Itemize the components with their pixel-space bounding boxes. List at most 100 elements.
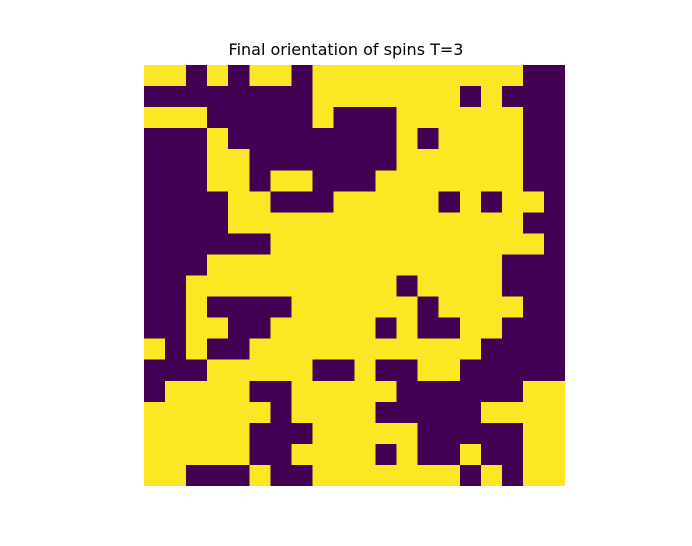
heatmap-cell-r9-c13 bbox=[417, 254, 440, 276]
heatmap-cell-r2-c3 bbox=[207, 107, 229, 129]
heatmap-cell-r12-c8 bbox=[312, 317, 334, 340]
heatmap-cell-r1-c7 bbox=[291, 86, 313, 108]
heatmap-cell-r3-c12 bbox=[396, 128, 419, 150]
heatmap-cell-r19-c7 bbox=[291, 464, 313, 486]
heatmap-cell-r13-c9 bbox=[333, 338, 355, 361]
heatmap-cell-r19-c9 bbox=[333, 464, 355, 486]
heatmap-cell-r5-c9 bbox=[333, 170, 355, 192]
heatmap-cell-r2-c18 bbox=[522, 107, 545, 129]
heatmap-cell-r9-c10 bbox=[354, 254, 377, 276]
heatmap-cell-r12-c9 bbox=[333, 317, 355, 340]
heatmap-cell-r5-c1 bbox=[165, 170, 187, 192]
heatmap-cell-r5-c11 bbox=[375, 170, 398, 192]
heatmap-cell-r8-c11 bbox=[375, 233, 398, 255]
heatmap-cell-r17-c16 bbox=[480, 422, 503, 445]
heatmap-cell-r7-c19 bbox=[543, 212, 565, 234]
heatmap-cell-r11-c15 bbox=[459, 296, 482, 319]
heatmap-cell-r16-c11 bbox=[375, 401, 398, 424]
heatmap-cell-r17-c5 bbox=[249, 422, 271, 445]
heatmap-cell-r4-c13 bbox=[417, 149, 440, 171]
heatmap-cell-r1-c10 bbox=[354, 86, 377, 108]
heatmap-cell-r4-c18 bbox=[522, 149, 545, 171]
heatmap-cell-r19-c16 bbox=[480, 464, 503, 486]
heatmap-cell-r10-c15 bbox=[459, 275, 482, 298]
heatmap-cell-r1-c12 bbox=[396, 86, 419, 108]
heatmap-cell-r11-c7 bbox=[291, 296, 313, 319]
heatmap-cell-r11-c4 bbox=[228, 296, 250, 319]
heatmap-cell-r0-c11 bbox=[375, 65, 398, 87]
heatmap-cell-r12-c7 bbox=[291, 317, 313, 340]
heatmap-cell-r3-c8 bbox=[312, 128, 334, 150]
heatmap-cell-r18-c5 bbox=[249, 443, 271, 466]
heatmap-cell-r19-c13 bbox=[417, 464, 440, 486]
heatmap-cell-r0-c1 bbox=[165, 65, 187, 87]
heatmap-cell-r14-c3 bbox=[207, 359, 229, 382]
heatmap-cell-r11-c6 bbox=[270, 296, 292, 319]
heatmap-cell-r2-c10 bbox=[354, 107, 377, 129]
heatmap-cell-r6-c6 bbox=[270, 191, 292, 213]
heatmap-cell-r16-c7 bbox=[291, 401, 313, 424]
heatmap-cell-r10-c16 bbox=[480, 275, 503, 298]
heatmap-cell-r10-c19 bbox=[543, 275, 565, 298]
heatmap-cell-r10-c6 bbox=[270, 275, 292, 298]
heatmap-cell-r0-c19 bbox=[543, 65, 565, 87]
heatmap-cell-r17-c2 bbox=[186, 422, 208, 445]
heatmap-cell-r5-c2 bbox=[186, 170, 208, 192]
heatmap-cell-r0-c13 bbox=[417, 65, 440, 87]
heatmap-cell-r8-c18 bbox=[522, 233, 545, 255]
heatmap-cell-r10-c14 bbox=[438, 275, 461, 298]
heatmap-cell-r6-c18 bbox=[522, 191, 545, 213]
heatmap-cell-r13-c18 bbox=[522, 338, 545, 361]
heatmap-cell-r19-c17 bbox=[501, 464, 524, 486]
heatmap-cell-r6-c4 bbox=[228, 191, 250, 213]
heatmap-cell-r17-c0 bbox=[144, 422, 166, 445]
heatmap-cell-r2-c14 bbox=[438, 107, 461, 129]
heatmap-cell-r13-c7 bbox=[291, 338, 313, 361]
heatmap-cell-r2-c5 bbox=[249, 107, 271, 129]
heatmap-cell-r1-c4 bbox=[228, 86, 250, 108]
heatmap-cell-r11-c17 bbox=[501, 296, 524, 319]
heatmap-cell-r9-c7 bbox=[291, 254, 313, 276]
heatmap-cell-r2-c0 bbox=[144, 107, 166, 129]
heatmap-cell-r12-c4 bbox=[228, 317, 250, 340]
heatmap-cell-r11-c8 bbox=[312, 296, 334, 319]
heatmap-cell-r14-c4 bbox=[228, 359, 250, 382]
heatmap-cell-r8-c14 bbox=[438, 233, 461, 255]
heatmap-cell-r9-c1 bbox=[165, 254, 187, 276]
heatmap-cell-r2-c9 bbox=[333, 107, 355, 129]
heatmap-cell-r17-c13 bbox=[417, 422, 440, 445]
heatmap-cell-r11-c1 bbox=[165, 296, 187, 319]
heatmap-cell-r11-c14 bbox=[438, 296, 461, 319]
heatmap-cell-r4-c5 bbox=[249, 149, 271, 171]
heatmap-cell-r7-c4 bbox=[228, 212, 250, 234]
heatmap-cell-r6-c16 bbox=[480, 191, 503, 213]
heatmap-cell-r15-c6 bbox=[270, 380, 292, 403]
heatmap-cell-r19-c12 bbox=[396, 464, 419, 486]
heatmap-cell-r19-c4 bbox=[228, 464, 250, 486]
heatmap-cell-r9-c4 bbox=[228, 254, 250, 276]
heatmap-cell-r17-c3 bbox=[207, 422, 229, 445]
heatmap-cell-r4-c4 bbox=[228, 149, 250, 171]
heatmap-cell-r1-c16 bbox=[480, 86, 503, 108]
heatmap-cell-r5-c5 bbox=[249, 170, 271, 192]
heatmap-cell-r12-c13 bbox=[417, 317, 440, 340]
heatmap-cell-r3-c11 bbox=[375, 128, 398, 150]
heatmap-cell-r8-c15 bbox=[459, 233, 482, 255]
heatmap-cell-r3-c15 bbox=[459, 128, 482, 150]
heatmap-cell-r9-c6 bbox=[270, 254, 292, 276]
heatmap-cell-r16-c1 bbox=[165, 401, 187, 424]
heatmap-cell-r7-c11 bbox=[375, 212, 398, 234]
heatmap-cell-r17-c19 bbox=[543, 422, 565, 445]
heatmap-cell-r13-c0 bbox=[144, 338, 166, 361]
heatmap-cell-r1-c15 bbox=[459, 86, 482, 108]
heatmap-cell-r11-c2 bbox=[186, 296, 208, 319]
heatmap-cell-r19-c2 bbox=[186, 464, 208, 486]
heatmap-cell-r0-c10 bbox=[354, 65, 377, 87]
heatmap-cell-r18-c18 bbox=[522, 443, 545, 466]
heatmap-cell-r2-c6 bbox=[270, 107, 292, 129]
heatmap-cell-r10-c5 bbox=[249, 275, 271, 298]
heatmap-cell-r18-c7 bbox=[291, 443, 313, 466]
heatmap-cell-r2-c2 bbox=[186, 107, 208, 129]
heatmap-cell-r16-c13 bbox=[417, 401, 440, 424]
heatmap-cell-r8-c19 bbox=[543, 233, 565, 255]
